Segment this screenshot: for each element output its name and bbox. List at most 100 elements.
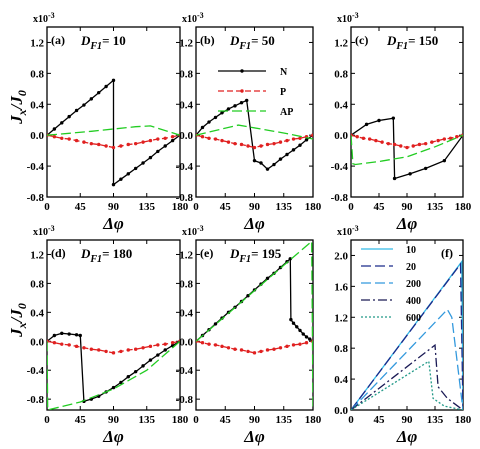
data-point-p <box>104 349 108 354</box>
y-tick-label: -0.8 <box>27 192 45 204</box>
data-point-n <box>213 322 218 326</box>
panel-label: (c) <box>355 33 368 47</box>
data-point-p <box>141 346 145 350</box>
data-point-p <box>285 138 289 143</box>
series-line-400 <box>351 343 463 410</box>
y-tick-label: 1.2 <box>179 37 193 49</box>
data-point-p <box>200 135 205 139</box>
data-point-p <box>141 140 145 144</box>
y-tick-label: 0.8 <box>179 278 193 290</box>
data-point-p <box>298 136 302 140</box>
data-point-p <box>239 348 244 352</box>
y-tick-label: 0.0 <box>30 130 44 142</box>
x-axis-label: Δφ <box>243 427 265 446</box>
y-tick-label: 0.4 <box>334 374 348 386</box>
data-point-n <box>111 182 116 187</box>
data-point-p <box>119 349 123 354</box>
data-point-p <box>355 135 359 139</box>
y-tick-label: -0.8 <box>27 394 45 406</box>
data-point-p <box>119 144 123 148</box>
y-tick-label: 0.4 <box>334 99 348 111</box>
y-tick-label: 0.8 <box>334 68 348 80</box>
data-point-p <box>74 344 79 349</box>
x-tick-label: 0 <box>193 414 199 426</box>
data-point-n <box>301 332 305 336</box>
data-point-n <box>442 158 447 163</box>
plot-frame <box>46 239 181 411</box>
series-line-n <box>47 78 180 186</box>
data-point-n <box>170 138 175 143</box>
data-point-p <box>399 144 403 148</box>
data-point-n <box>259 161 263 165</box>
y-tick-label: 1.2 <box>334 37 348 49</box>
x-tick-label: 0 <box>193 201 199 213</box>
legend: 10 20 200 400 600 <box>361 245 421 324</box>
x-tick-label: 45 <box>220 414 232 426</box>
data-point-p <box>148 138 153 143</box>
exponent-label: x10-3 <box>337 11 359 25</box>
series-line-ap <box>196 124 313 140</box>
data-point-n <box>423 166 428 171</box>
data-point-n <box>78 333 82 338</box>
data-point-p <box>213 137 218 141</box>
panel-f: 0 45 90 135 180 0.0 0.4 0.8 1.2 1.6 2.0 x10-3 Δφ (f) 1… <box>334 224 472 446</box>
data-point-p <box>239 142 244 147</box>
x-tick-label: 135 <box>139 414 156 426</box>
data-point-n <box>111 78 116 83</box>
data-point-n <box>408 172 412 176</box>
data-point-n <box>126 172 130 176</box>
y-tick-label: -0.8 <box>331 192 349 204</box>
data-point-n <box>291 148 296 152</box>
data-point-p <box>392 142 397 147</box>
x-tick-label: 180 <box>455 201 472 213</box>
x-tick-label: 135 <box>139 201 156 213</box>
data-point-n <box>60 121 64 125</box>
data-point-p <box>126 348 130 352</box>
data-point-n <box>97 90 101 95</box>
data-point-p <box>436 138 440 143</box>
y-tick-label: 0.0 <box>30 336 44 348</box>
data-point-n <box>391 116 396 120</box>
y-tick-label: 0.0 <box>334 405 348 417</box>
data-point-p <box>163 342 167 346</box>
y-tick-label: -0.8 <box>176 394 194 406</box>
x-axis-label: Δφ <box>396 214 418 233</box>
data-point-n <box>74 333 79 337</box>
y-axis-label-top: Jx/J0 <box>7 90 29 125</box>
data-point-n <box>364 122 369 127</box>
data-point-p <box>67 137 71 141</box>
data-point-n <box>265 167 270 171</box>
x-axis-label: Δφ <box>102 427 124 446</box>
data-point-n <box>156 149 160 154</box>
x-tick-label: 90 <box>402 201 414 213</box>
series-line-ap <box>196 240 313 410</box>
x-axis-label: Δφ <box>396 427 418 446</box>
legend-marker <box>240 69 244 73</box>
data-point-n <box>126 375 130 379</box>
y-tick-label: 0.8 <box>179 68 193 80</box>
data-point-p <box>272 347 276 351</box>
panel-title: DF1= 50 <box>229 33 275 52</box>
y-tick-label: 0.8 <box>30 68 44 80</box>
series-line-200 <box>351 308 463 410</box>
series-line-600 <box>351 360 463 410</box>
x-axis-label: Δφ <box>102 214 124 233</box>
data-point-n <box>119 380 123 385</box>
data-point-n <box>156 353 160 357</box>
data-point-p <box>265 142 270 147</box>
x-axis-label: Δφ <box>243 214 265 233</box>
panel-a: 0 45 90 135 180 -0.8 -0.4 0.0 0.4 0.8 1.2 x10-3 Δφ (a… <box>27 11 189 233</box>
data-point-p <box>259 349 263 354</box>
x-tick-label: 135 <box>276 201 293 213</box>
data-point-p <box>411 144 415 148</box>
x-tick-label: 45 <box>374 414 386 426</box>
x-tick-label: 45 <box>75 414 87 426</box>
y-tick-label: -0.4 <box>27 365 45 377</box>
data-point-p <box>272 141 276 146</box>
data-point-p <box>133 141 138 146</box>
y-tick-label: -0.4 <box>176 365 194 377</box>
panel-e: 0 45 90 135 180 -0.8 -0.4 0.0 0.4 0.8 1.2 x10-3 Δφ (e… <box>176 224 322 446</box>
data-point-p <box>82 346 86 350</box>
data-point-n <box>245 98 249 103</box>
